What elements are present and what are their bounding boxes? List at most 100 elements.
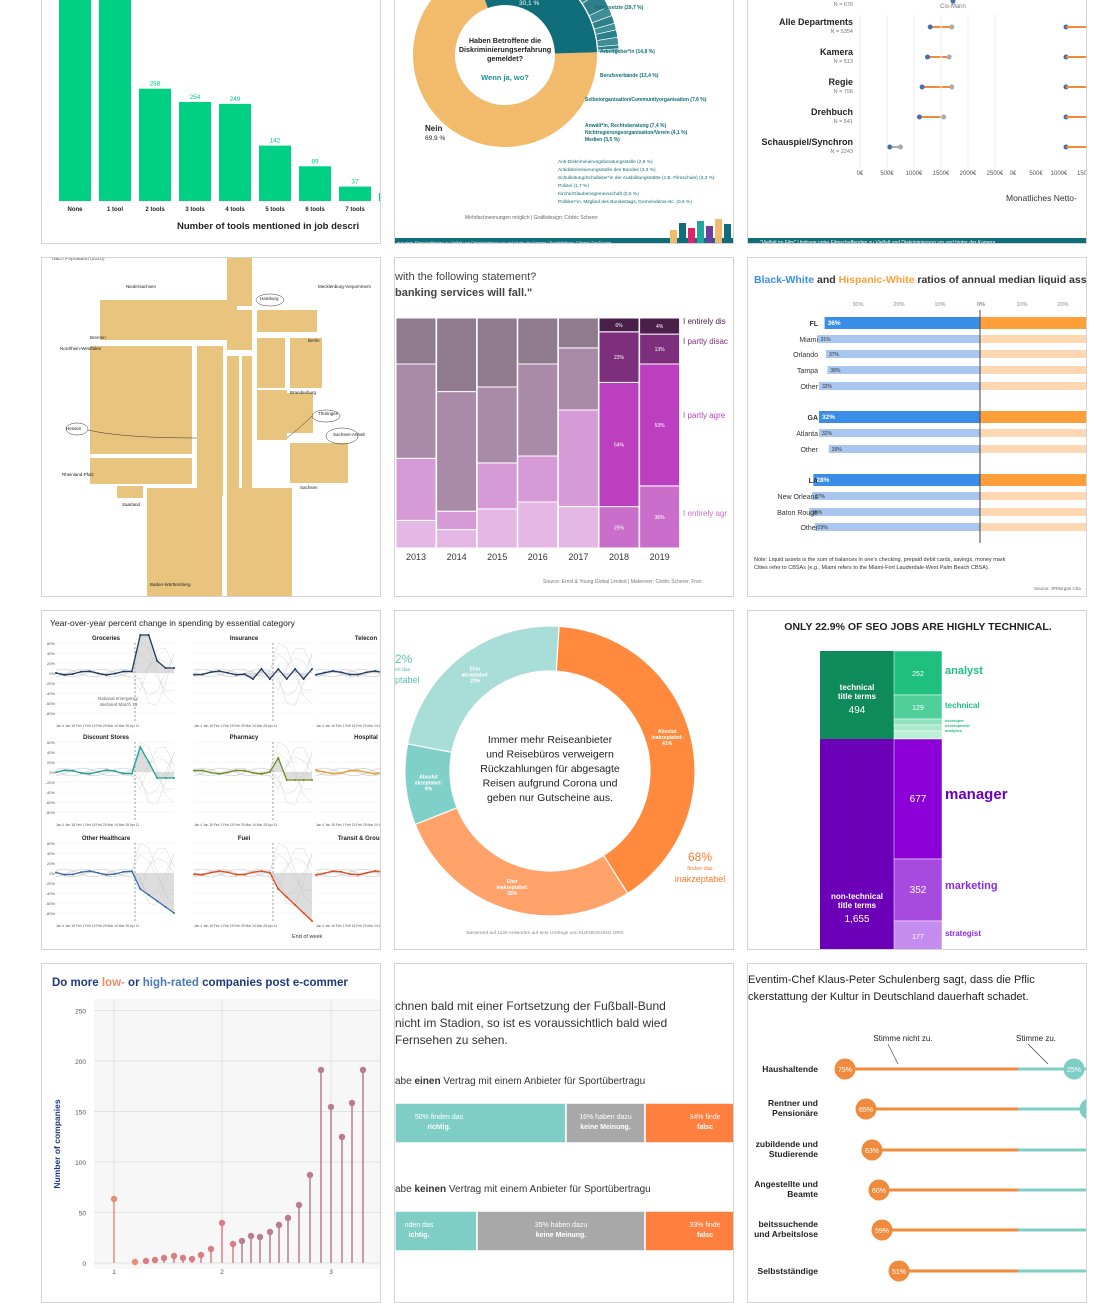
y-tick: -40%	[46, 790, 56, 795]
travel-refund-donut: Absolut inakzeptabel: 41% Eher inakzeptabel:…	[394, 610, 734, 950]
y-tick: 0	[82, 1261, 86, 1268]
state-label: Saarland	[122, 502, 141, 507]
segment-label: richtig.	[427, 1124, 450, 1131]
series-point	[105, 873, 108, 876]
y-tick: -80%	[46, 711, 56, 716]
breakdown-label: Polizei (1,7 %)	[558, 183, 589, 189]
sub-block	[893, 718, 943, 726]
chart-title: Black-White and Hispanic-White ratios of…	[754, 274, 1087, 286]
series-point	[88, 772, 91, 775]
series-point	[55, 672, 57, 674]
series-point	[173, 667, 175, 669]
bar	[219, 103, 251, 201]
survey-segment	[644, 1210, 733, 1252]
breakdown-label: Nichtregierungsorganisation/Verein (4,1 …	[585, 130, 688, 136]
series-point	[323, 872, 326, 875]
sub-block-label: analyst	[945, 665, 983, 677]
state-label: Hamburg	[260, 296, 279, 301]
tick-label: 1 tool	[107, 207, 123, 213]
dumbbell-dot	[946, 54, 952, 60]
banking-stacked-bars: with the following statement? banking ser…	[394, 257, 734, 597]
ratio-bar	[824, 317, 980, 329]
donut-question: Haben Betroffene die	[469, 36, 541, 45]
disagree-dot	[834, 1058, 856, 1080]
series-point	[114, 672, 116, 675]
ratio-bar	[826, 350, 980, 358]
right-sub: finden das	[687, 866, 713, 872]
lollipop-head	[338, 1133, 346, 1141]
disagree-dot	[868, 1179, 890, 1201]
y-tick: -80%	[46, 911, 56, 916]
ecommerce-svg: Do more low- or high-rated companies pos…	[52, 977, 380, 1276]
series-point	[374, 670, 376, 673]
breakdown-label: Berufsverbände (13,4 %)	[600, 73, 659, 79]
series-point	[260, 668, 263, 670]
stacked-segment	[598, 317, 640, 333]
state-label: Rheinland-Pfalz	[62, 472, 95, 477]
n-label: N = 676	[834, 2, 853, 8]
series-point	[294, 668, 297, 670]
series-point	[63, 873, 66, 876]
disagree-value: 65%	[859, 1107, 873, 1114]
block-technical	[820, 651, 894, 739]
row-label: Haushaltende	[762, 1064, 818, 1074]
y-tick: 0%	[49, 770, 55, 775]
treemap-svg: Nach Population (2020) Niedersachsen Hambu…	[52, 258, 372, 596]
slice-label: akzeptabel:	[462, 673, 490, 679]
category-label: Miami	[799, 337, 818, 344]
donut-slice-no	[413, 0, 597, 147]
segment-label: keine Meinung.	[536, 1232, 587, 1239]
series-point	[277, 888, 280, 890]
footer-text: "Vielfalt im Film" Umfrage unter Filmsch…	[760, 240, 996, 244]
tick-label: None	[68, 207, 84, 213]
series-point	[201, 769, 204, 772]
callout-line	[1027, 1043, 1049, 1065]
series-point	[374, 870, 376, 873]
context-line	[193, 754, 313, 795]
bar-value-label: 38%	[830, 368, 841, 374]
ratio-bar	[980, 492, 1086, 500]
x-ticks: Jan 4 Jan 18 Feb 1 Feb 15 Feb 29 Mar 14 …	[56, 724, 139, 728]
state-block	[290, 338, 322, 388]
bar	[139, 88, 171, 201]
sub-block-label: development	[945, 723, 970, 728]
series-point	[97, 871, 100, 874]
context-line	[55, 752, 175, 790]
tick-label: 2 tools	[145, 207, 165, 213]
series-point	[243, 769, 246, 772]
context-line	[55, 853, 175, 891]
n-label: N = 5354	[831, 29, 853, 35]
stacked-segment	[476, 462, 518, 510]
plot-background	[94, 999, 380, 1269]
breakdown-label: Arbeitgeber*in (14,8 %)	[600, 49, 655, 55]
ratio-bar	[817, 335, 980, 343]
lollipop-head	[142, 1257, 150, 1265]
lollipop-head	[160, 1254, 168, 1262]
series-point	[218, 670, 221, 673]
tick-label: 0€	[857, 171, 864, 177]
stacked-segment	[517, 317, 559, 365]
tick-label: 3 tools	[185, 207, 205, 213]
slice-label: Absolut	[658, 729, 677, 735]
year-label: 2013	[406, 552, 426, 562]
y-axis-title: Number of companies	[52, 1099, 62, 1189]
state-block-nrw	[90, 346, 192, 454]
ratio-bar	[980, 445, 1086, 453]
series-point	[226, 871, 229, 874]
segment-value: 54%	[614, 443, 625, 449]
context-line	[315, 668, 380, 678]
tick-label: 20%	[1057, 302, 1068, 308]
lollipop-head	[317, 1066, 325, 1074]
state-block-brandenburg	[257, 338, 285, 388]
block-label: non-technical	[831, 892, 883, 901]
series-point	[147, 761, 150, 763]
category-label: Baton Rouge	[777, 510, 818, 517]
row-label: Beamte	[787, 1189, 818, 1199]
state-label: Baden-Württemberg	[150, 582, 191, 587]
context-line	[315, 668, 380, 677]
segment-label: 16% haben dazu	[579, 1114, 632, 1121]
series-point	[277, 668, 280, 670]
series-point	[209, 871, 212, 874]
state-block	[242, 356, 252, 496]
